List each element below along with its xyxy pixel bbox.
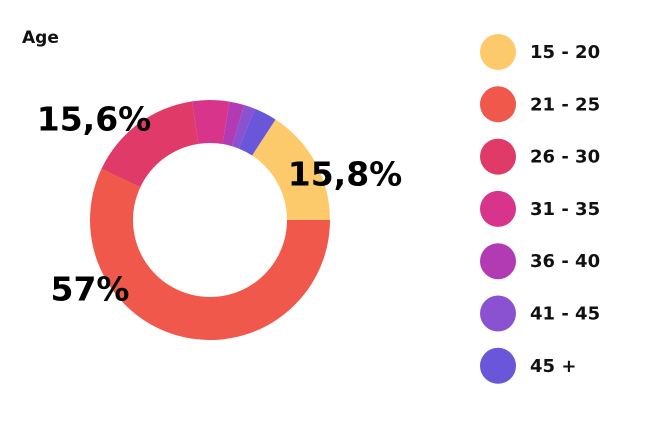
legend-swatch (480, 243, 516, 280)
donut-slice (252, 119, 330, 220)
donut-slice (222, 101, 245, 147)
legend-swatch (480, 34, 516, 70)
legend-swatch (480, 190, 516, 227)
legend-swatch (480, 347, 516, 384)
donut-slice (101, 101, 199, 188)
legend-swatch (480, 86, 516, 123)
donut-slice (231, 104, 255, 149)
legend-label: 31 - 35 (530, 199, 600, 220)
legend-label: 41 - 45 (530, 304, 600, 325)
chart-title: Age (22, 28, 59, 48)
donut-slice (191, 100, 230, 145)
donut-slice (238, 108, 276, 156)
donut-slice (90, 168, 330, 340)
value-label: 15,8% (288, 155, 403, 194)
legend-label: 15 - 20 (530, 42, 600, 63)
value-label: 57% (51, 270, 130, 309)
value-label: 15,6% (37, 100, 152, 139)
legend-label: 45 + (530, 356, 576, 377)
legend-label: 36 - 40 (530, 251, 600, 272)
legend-swatch (480, 295, 516, 332)
legend-swatch (480, 138, 516, 175)
legend-label: 26 - 30 (530, 147, 600, 168)
legend-label: 21 - 25 (530, 94, 600, 115)
